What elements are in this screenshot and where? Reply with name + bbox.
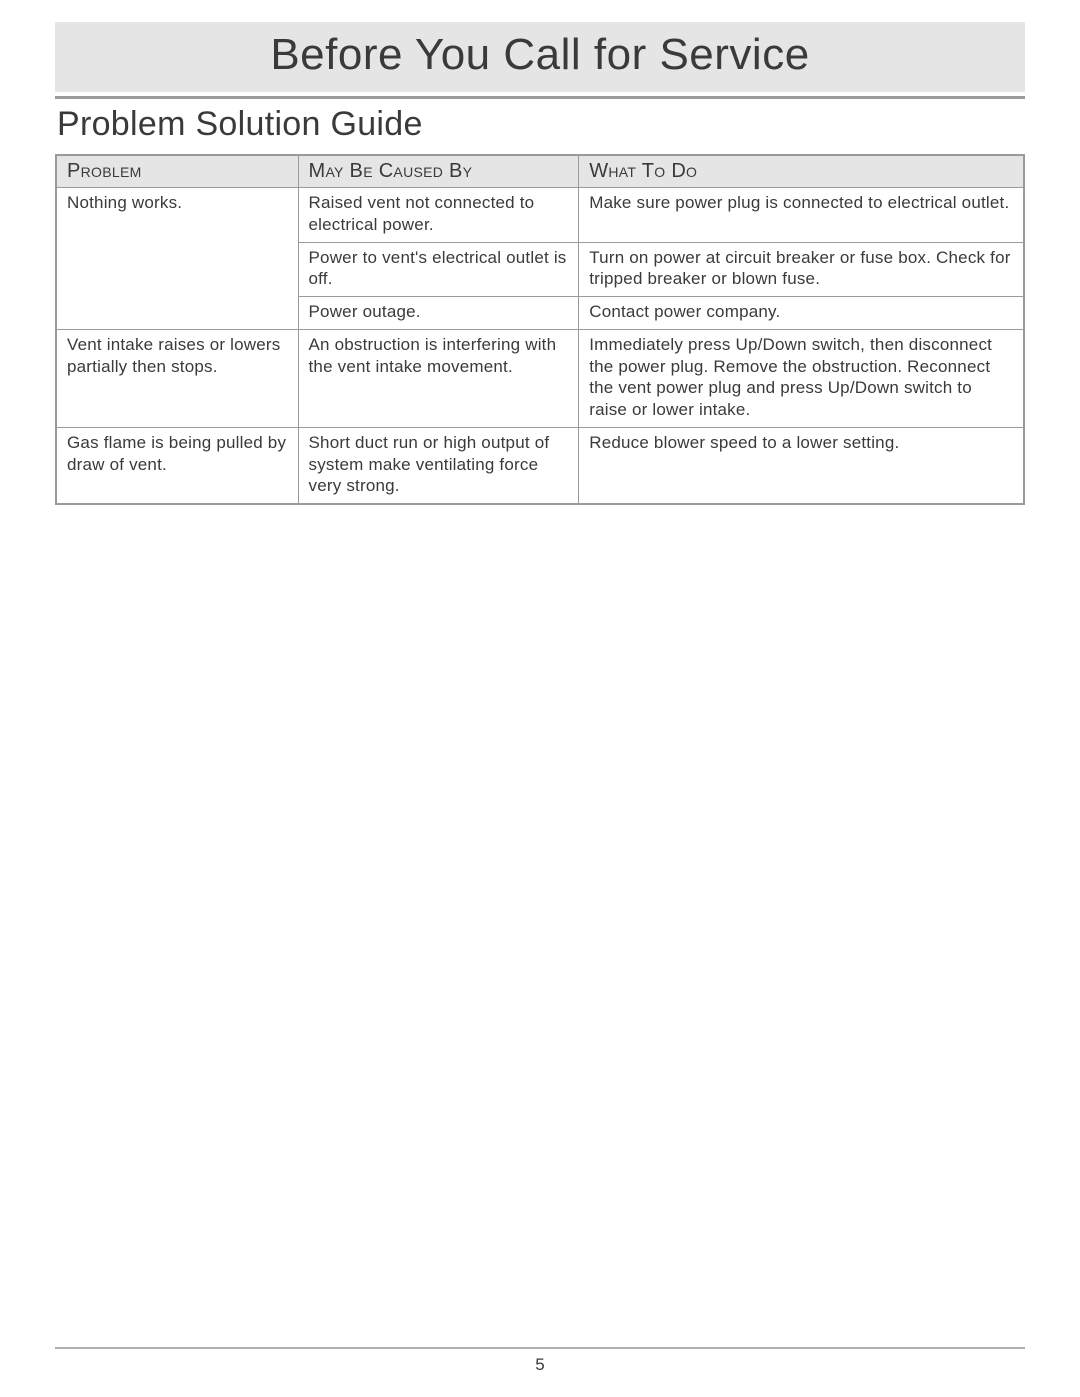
page-title: Before You Call for Service xyxy=(55,30,1025,80)
cell-cause: Raised vent not connected to electrical … xyxy=(298,188,579,243)
subtitle: Problem Solution Guide xyxy=(57,105,1025,144)
th-problem: Problem xyxy=(56,155,298,188)
cell-action: Turn on power at circuit breaker or fuse… xyxy=(579,242,1024,297)
table-header-row: Problem May Be Caused By What To Do xyxy=(56,155,1024,188)
th-cause: May Be Caused By xyxy=(298,155,579,188)
footer-rule xyxy=(55,1347,1025,1349)
cell-action: Make sure power plug is connected to ele… xyxy=(579,188,1024,243)
title-banner: Before You Call for Service xyxy=(55,22,1025,92)
cell-cause: Short duct run or high output of system … xyxy=(298,427,579,504)
cell-problem: Nothing works. xyxy=(56,188,298,330)
table-row: Vent intake raises or lowers partially t… xyxy=(56,329,1024,427)
page-number: 5 xyxy=(0,1355,1080,1375)
cell-action: Immediately press Up/Down switch, then d… xyxy=(579,329,1024,427)
cell-problem: Vent intake raises or lowers partially t… xyxy=(56,329,298,427)
cell-action: Contact power company. xyxy=(579,297,1024,330)
cell-problem: Gas flame is being pulled by draw of ven… xyxy=(56,427,298,504)
cell-cause: An obstruction is interfering with the v… xyxy=(298,329,579,427)
cell-cause: Power to vent's electrical outlet is off… xyxy=(298,242,579,297)
table-row: Gas flame is being pulled by draw of ven… xyxy=(56,427,1024,504)
th-action: What To Do xyxy=(579,155,1024,188)
cell-action: Reduce blower speed to a lower setting. xyxy=(579,427,1024,504)
table-row: Nothing works. Raised vent not connected… xyxy=(56,188,1024,243)
table-body: Nothing works. Raised vent not connected… xyxy=(56,188,1024,505)
cell-cause: Power outage. xyxy=(298,297,579,330)
title-rule xyxy=(55,96,1025,99)
problem-solution-table: Problem May Be Caused By What To Do Noth… xyxy=(55,154,1025,505)
